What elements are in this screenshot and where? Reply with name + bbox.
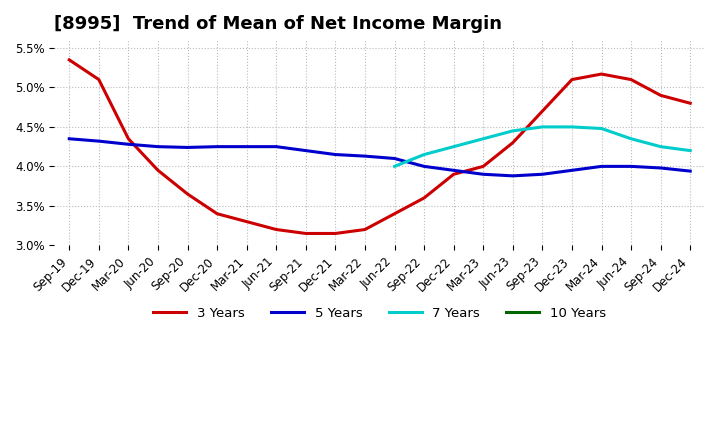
5 Years bbox=[272, 144, 281, 149]
5 Years bbox=[94, 139, 103, 144]
5 Years bbox=[686, 169, 695, 174]
3 Years bbox=[567, 77, 576, 82]
5 Years bbox=[657, 165, 665, 171]
7 Years bbox=[390, 164, 399, 169]
7 Years bbox=[567, 124, 576, 129]
3 Years bbox=[94, 77, 103, 82]
Line: 7 Years: 7 Years bbox=[395, 127, 690, 166]
3 Years bbox=[302, 231, 310, 236]
3 Years bbox=[390, 211, 399, 216]
5 Years bbox=[213, 144, 222, 149]
3 Years bbox=[65, 57, 73, 62]
3 Years bbox=[272, 227, 281, 232]
7 Years bbox=[479, 136, 487, 141]
5 Years bbox=[65, 136, 73, 141]
3 Years bbox=[153, 168, 162, 173]
5 Years bbox=[538, 172, 546, 177]
5 Years bbox=[567, 168, 576, 173]
5 Years bbox=[508, 173, 517, 179]
3 Years bbox=[657, 93, 665, 98]
5 Years bbox=[302, 148, 310, 153]
5 Years bbox=[479, 172, 487, 177]
3 Years bbox=[449, 172, 458, 177]
7 Years bbox=[597, 126, 606, 131]
5 Years bbox=[626, 164, 635, 169]
3 Years bbox=[479, 164, 487, 169]
3 Years bbox=[626, 77, 635, 82]
5 Years bbox=[449, 168, 458, 173]
3 Years bbox=[124, 136, 132, 141]
3 Years bbox=[420, 195, 428, 201]
3 Years bbox=[597, 71, 606, 77]
5 Years bbox=[597, 164, 606, 169]
5 Years bbox=[243, 144, 251, 149]
3 Years bbox=[361, 227, 369, 232]
Line: 5 Years: 5 Years bbox=[69, 139, 690, 176]
3 Years bbox=[183, 191, 192, 197]
5 Years bbox=[390, 156, 399, 161]
7 Years bbox=[657, 144, 665, 149]
7 Years bbox=[538, 124, 546, 129]
3 Years bbox=[538, 109, 546, 114]
7 Years bbox=[686, 148, 695, 153]
Text: [8995]  Trend of Mean of Net Income Margin: [8995] Trend of Mean of Net Income Margi… bbox=[55, 15, 503, 33]
3 Years bbox=[686, 101, 695, 106]
5 Years bbox=[361, 154, 369, 159]
5 Years bbox=[183, 145, 192, 150]
5 Years bbox=[153, 144, 162, 149]
3 Years bbox=[243, 219, 251, 224]
5 Years bbox=[420, 164, 428, 169]
Line: 3 Years: 3 Years bbox=[69, 60, 690, 234]
5 Years bbox=[331, 152, 340, 157]
3 Years bbox=[213, 211, 222, 216]
7 Years bbox=[508, 128, 517, 133]
3 Years bbox=[508, 140, 517, 145]
Legend: 3 Years, 5 Years, 7 Years, 10 Years: 3 Years, 5 Years, 7 Years, 10 Years bbox=[148, 301, 611, 325]
7 Years bbox=[449, 144, 458, 149]
7 Years bbox=[420, 152, 428, 157]
3 Years bbox=[331, 231, 340, 236]
5 Years bbox=[124, 142, 132, 147]
7 Years bbox=[626, 136, 635, 141]
